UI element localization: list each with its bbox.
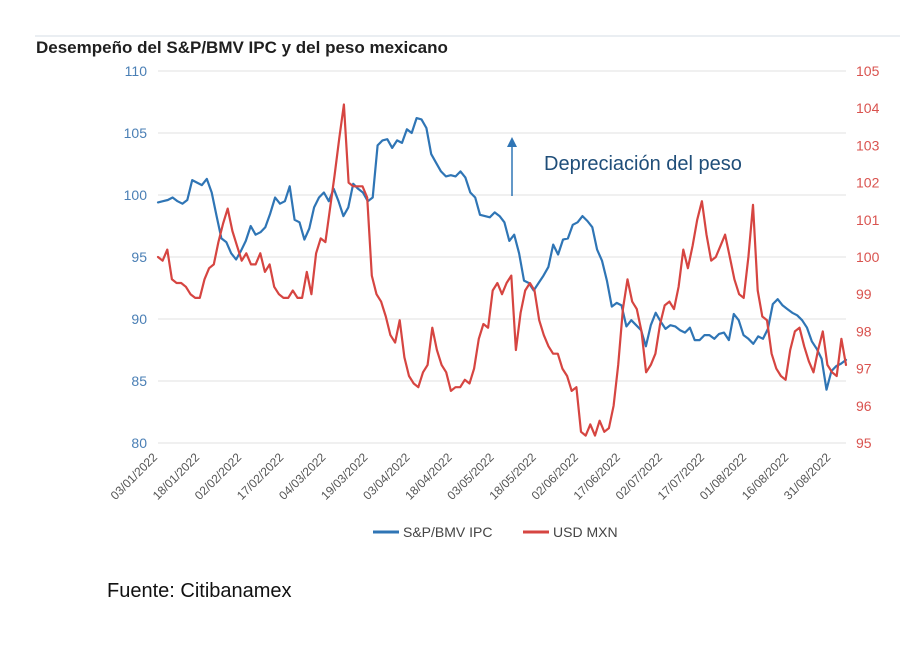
y-left-tick-label: 95 [131, 249, 147, 265]
y-left-tick-label: 90 [131, 311, 147, 327]
y-right-tick-label: 96 [856, 398, 872, 414]
y-left-tick-label: 100 [124, 187, 148, 203]
y-right-tick-label: 105 [856, 63, 880, 79]
chart-title: Desempeño del S&P/BMV IPC y del peso mex… [36, 38, 448, 57]
legend-label: USD MXN [553, 524, 618, 540]
y-right-tick-label: 103 [856, 137, 880, 153]
series-line-usdmxn [156, 103, 848, 437]
y-right-tick-label: 97 [856, 361, 872, 377]
y-right-tick-label: 104 [856, 100, 880, 116]
legend-label: S&P/BMV IPC [403, 524, 492, 540]
series-line-ipc [156, 116, 848, 391]
y-axis-left: 80 85 90 95 100 105 110 [124, 63, 148, 451]
y-left-tick-label: 80 [131, 435, 147, 451]
legend: S&P/BMV IPC USD MXN [373, 524, 618, 540]
x-axis: 03/01/202218/01/202202/02/202217/02/2022… [108, 450, 834, 503]
y-right-tick-label: 102 [856, 175, 880, 191]
y-left-tick-label: 105 [124, 125, 148, 141]
y-right-tick-label: 95 [856, 435, 872, 451]
y-right-tick-label: 98 [856, 323, 872, 339]
grid [158, 70, 846, 444]
annotation-text: Depreciación del peso [544, 153, 742, 175]
y-right-tick-label: 100 [856, 249, 880, 265]
y-right-tick-label: 99 [856, 286, 872, 302]
source-note: Fuente: Citibanamex [107, 580, 292, 602]
y-right-tick-label: 101 [856, 212, 880, 228]
series-layer [156, 103, 848, 437]
annotation-arrow-head [507, 137, 517, 147]
y-axis-right: 95 96 97 98 99 100 101 102 103 104 105 [856, 63, 880, 451]
y-left-tick-label: 110 [125, 63, 148, 79]
annotation: Depreciación del peso [507, 137, 742, 196]
y-left-tick-label: 85 [131, 373, 147, 389]
